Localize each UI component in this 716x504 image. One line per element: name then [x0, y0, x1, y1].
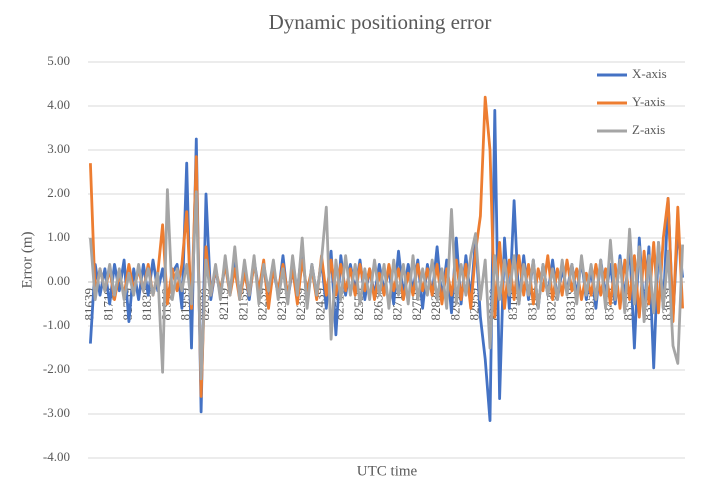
x-tick-label: 81839 — [139, 288, 154, 321]
legend-label: X-axis — [632, 66, 667, 81]
y-tick-label: 1.00 — [47, 229, 70, 244]
y-tick-label: -1.00 — [43, 317, 70, 332]
series-line — [89, 188, 684, 381]
y-tick-label: 2.00 — [47, 185, 70, 200]
series-line — [89, 95, 684, 398]
chart-title: Dynamic positioning error — [269, 10, 492, 34]
y-tick-label: 3.00 — [47, 141, 70, 156]
y-axis-label: Error (m) — [19, 231, 35, 288]
x-axis-label: UTC time — [357, 463, 418, 479]
series-line — [89, 109, 684, 422]
y-tick-label: 5.00 — [47, 53, 70, 68]
legend-label: Z-axis — [632, 122, 665, 137]
y-tick-label: -3.00 — [43, 405, 70, 420]
y-tick-label: 0.00 — [47, 273, 70, 288]
y-tick-label: 4.00 — [47, 97, 70, 112]
legend-label: Y-axis — [632, 94, 665, 109]
y-tick-label: -4.00 — [43, 449, 70, 464]
y-tick-label: -2.00 — [43, 361, 70, 376]
